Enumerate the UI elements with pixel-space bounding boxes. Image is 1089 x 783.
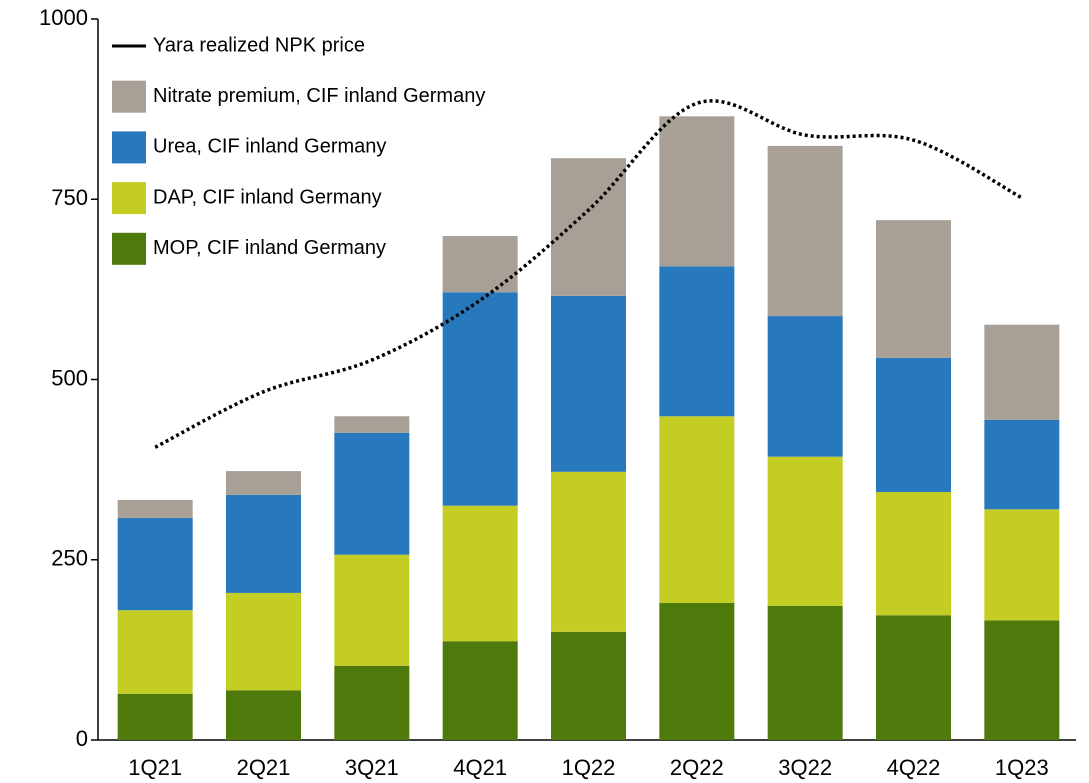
- y-tick-label: 250: [51, 546, 88, 571]
- bar-segment: [226, 592, 301, 691]
- bar-segment: [876, 220, 951, 358]
- x-tick-label: 1Q22: [562, 755, 616, 780]
- legend-label: Yara realized NPK price: [153, 34, 365, 56]
- x-tick-label: 3Q21: [345, 755, 399, 780]
- bar-segment: [226, 494, 301, 593]
- legend-label: Urea, CIF inland Germany: [153, 136, 386, 158]
- line: [154, 99, 1023, 449]
- bar-segment: [767, 456, 843, 606]
- x-tick-label: 4Q22: [887, 755, 941, 780]
- bar-segment: [442, 292, 518, 506]
- x-tick-label: 2Q22: [670, 755, 724, 780]
- x-tick-label: 1Q23: [995, 755, 1049, 780]
- y-tick-label: 750: [51, 185, 88, 210]
- bar-segment: [442, 236, 518, 293]
- legend-swatch: [112, 131, 146, 164]
- bar-segment: [659, 416, 735, 604]
- x-tick-label: 2Q21: [237, 755, 291, 780]
- x-tick-label: 1Q21: [128, 755, 182, 780]
- y-tick-label: 0: [76, 726, 88, 751]
- y-tick-label: 1000: [39, 5, 88, 30]
- bar-segment: [226, 471, 301, 495]
- bar-segment: [551, 631, 626, 740]
- bar-segment: [334, 554, 410, 666]
- bar-segment: [767, 316, 843, 457]
- bar-segment: [551, 158, 626, 296]
- bar-segment: [334, 432, 410, 555]
- bar-segment: [551, 295, 626, 472]
- bar-segment: [551, 471, 626, 632]
- bar-segment: [984, 324, 1060, 420]
- bar-segment: [659, 603, 735, 740]
- bar-segment: [117, 610, 193, 694]
- bar-segment: [117, 517, 193, 611]
- legend-label: DAP, CIF inland Germany: [153, 186, 382, 208]
- x-tick-label: 4Q21: [453, 755, 507, 780]
- bar-segment: [767, 605, 843, 740]
- bar-segment: [334, 665, 410, 740]
- bar-segment: [767, 145, 843, 317]
- bar-segment: [876, 491, 951, 616]
- y-tick-label: 500: [51, 365, 88, 390]
- bar-segment: [659, 116, 735, 267]
- legend-swatch: [112, 80, 146, 113]
- legend-swatch: [112, 232, 146, 265]
- bar-segment: [442, 641, 518, 740]
- legend-label: MOP, CIF inland Germany: [153, 237, 386, 259]
- bar-segment: [876, 615, 951, 740]
- bar-segment: [984, 419, 1060, 510]
- bar-segment: [226, 690, 301, 740]
- bar-segment: [876, 357, 951, 492]
- bar-segment: [659, 266, 735, 417]
- bar-segment: [117, 693, 193, 740]
- bar-segment: [984, 509, 1060, 621]
- bar-segment: [117, 499, 193, 518]
- bar-segment: [442, 505, 518, 642]
- legend-label: Nitrate premium, CIF inland Germany: [153, 85, 485, 107]
- bar-segment: [334, 416, 410, 433]
- legend-swatch: [112, 182, 146, 215]
- bar-segment: [984, 620, 1060, 740]
- x-tick-label: 3Q22: [778, 755, 832, 780]
